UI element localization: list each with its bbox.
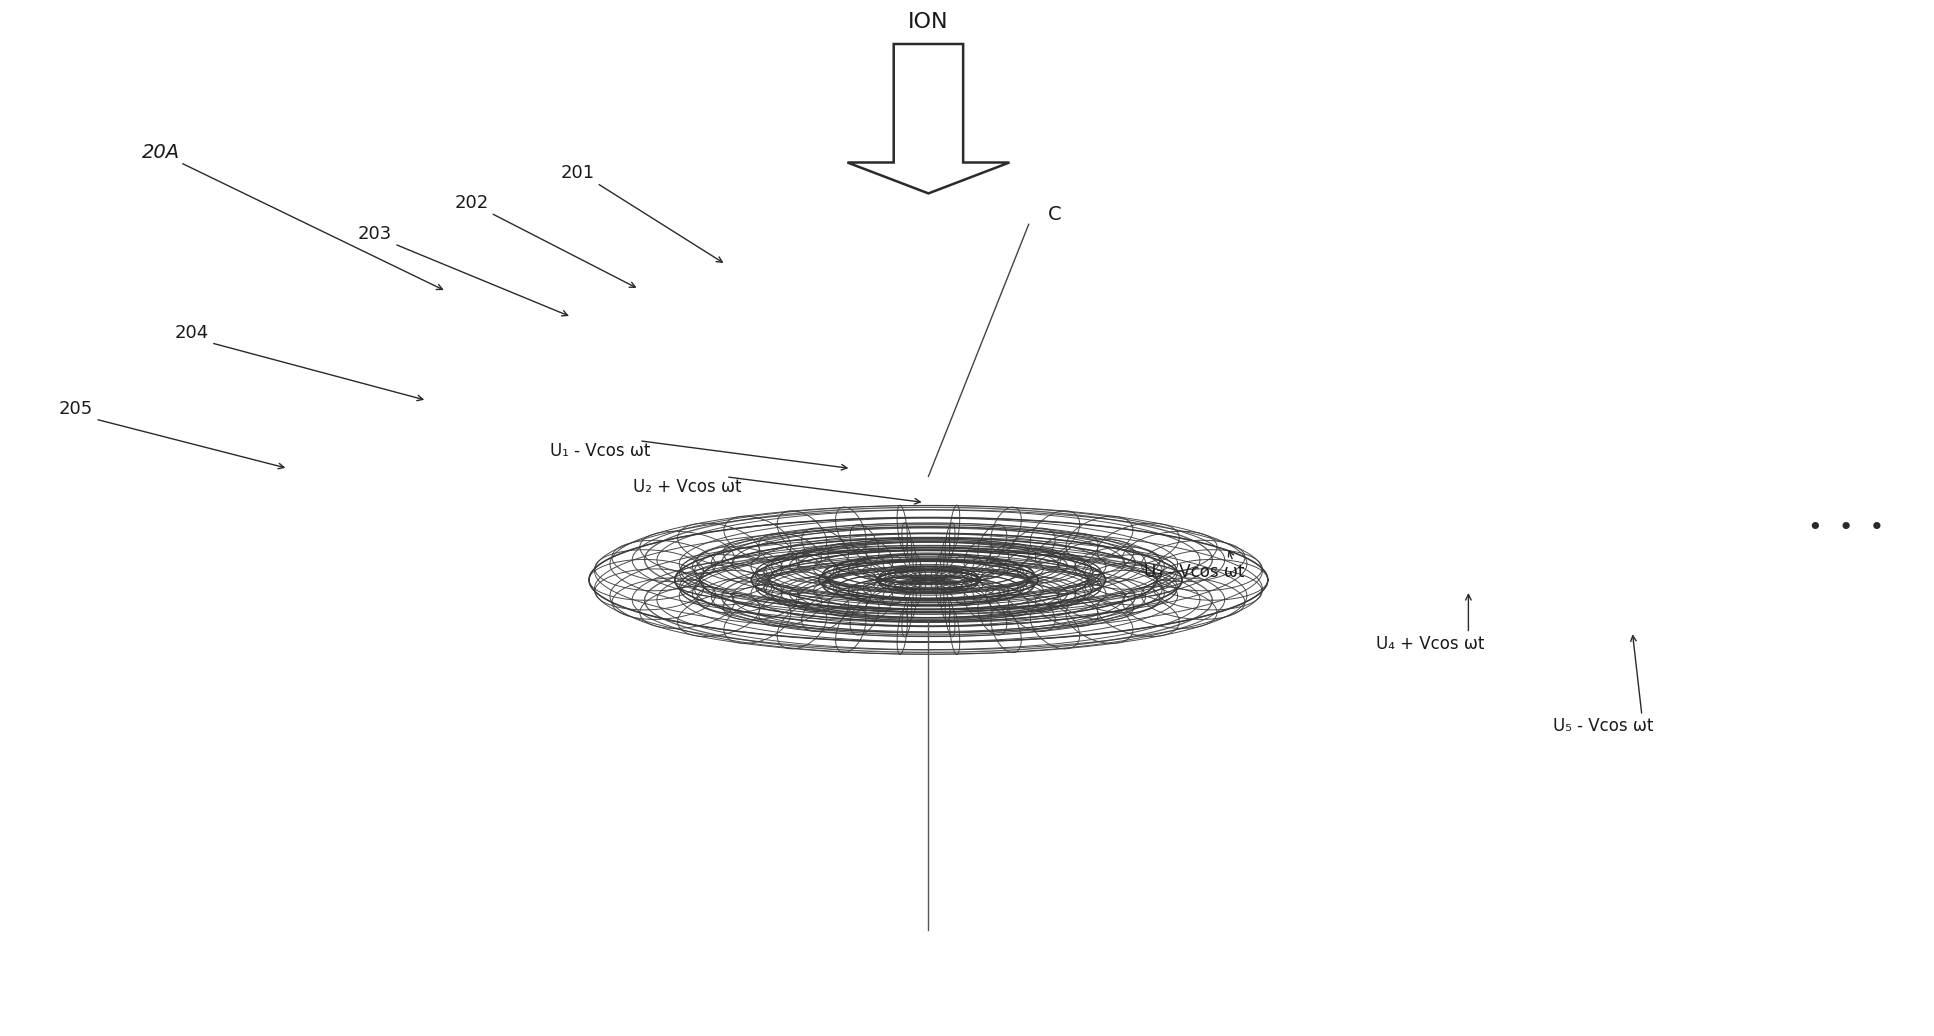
Text: •  •  •: • • • [1808, 516, 1884, 541]
Text: U₃ - Vcos ωt: U₃ - Vcos ωt [1145, 563, 1245, 580]
Text: ION: ION [909, 11, 950, 32]
Text: U₂ + Vcos ωt: U₂ + Vcos ωt [632, 478, 741, 496]
Text: U₁ - Vcos ωt: U₁ - Vcos ωt [551, 442, 650, 460]
Text: 20A: 20A [141, 143, 180, 162]
Text: 203: 203 [358, 225, 393, 242]
Text: 205: 205 [58, 400, 93, 418]
Text: U₄ + Vcos ωt: U₄ + Vcos ωt [1375, 635, 1483, 653]
Text: 202: 202 [454, 194, 489, 211]
Polygon shape [847, 44, 1010, 194]
Text: 204: 204 [174, 323, 209, 342]
Text: U₅ - Vcos ωt: U₅ - Vcos ωt [1553, 717, 1654, 736]
Text: C: C [1048, 204, 1062, 224]
Text: 201: 201 [561, 164, 594, 181]
